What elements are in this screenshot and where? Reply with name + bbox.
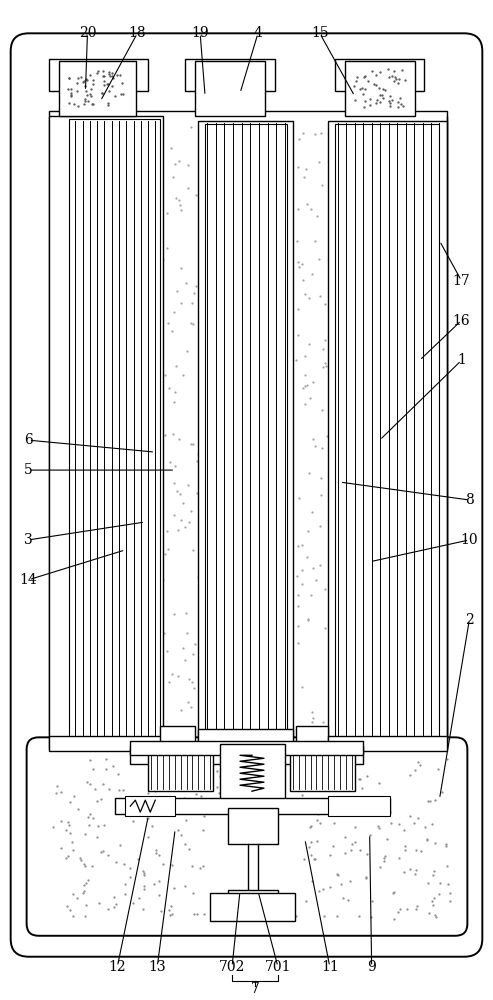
- Bar: [59, 61, 136, 116]
- Text: 6: 6: [24, 433, 33, 447]
- Bar: [228, 890, 278, 904]
- Text: 702: 702: [219, 960, 245, 974]
- Text: 5: 5: [24, 463, 33, 477]
- Text: 18: 18: [129, 26, 146, 40]
- Text: 16: 16: [453, 314, 470, 328]
- Bar: [185, 59, 275, 91]
- Bar: [130, 746, 363, 764]
- Bar: [220, 744, 285, 809]
- Bar: [115, 798, 389, 814]
- Bar: [148, 753, 213, 791]
- Bar: [328, 736, 448, 751]
- Text: 2: 2: [465, 613, 474, 627]
- Text: 3: 3: [24, 533, 33, 547]
- Bar: [328, 121, 448, 744]
- Bar: [205, 124, 287, 742]
- Bar: [296, 726, 328, 744]
- Text: 10: 10: [460, 533, 478, 547]
- Text: 7: 7: [250, 982, 259, 996]
- Bar: [345, 61, 415, 116]
- Text: 12: 12: [108, 960, 126, 974]
- Bar: [66, 67, 125, 109]
- Bar: [125, 796, 175, 816]
- Bar: [48, 111, 448, 749]
- Text: 15: 15: [311, 26, 329, 40]
- Text: 11: 11: [321, 960, 339, 974]
- Bar: [48, 59, 148, 91]
- Text: 19: 19: [191, 26, 209, 40]
- Bar: [290, 753, 354, 791]
- Text: 17: 17: [453, 274, 470, 288]
- Text: 1: 1: [457, 353, 466, 367]
- Bar: [335, 59, 424, 91]
- Bar: [130, 741, 363, 755]
- Bar: [328, 796, 389, 816]
- Bar: [69, 119, 160, 747]
- Bar: [198, 729, 293, 744]
- Text: 20: 20: [79, 26, 96, 40]
- Text: 9: 9: [367, 960, 376, 974]
- Bar: [335, 124, 439, 742]
- Bar: [352, 67, 408, 109]
- Bar: [195, 61, 265, 116]
- Text: 14: 14: [20, 573, 37, 587]
- Text: 13: 13: [148, 960, 166, 974]
- Bar: [160, 726, 195, 744]
- Bar: [48, 116, 163, 749]
- FancyBboxPatch shape: [27, 737, 467, 936]
- Text: 4: 4: [253, 26, 262, 40]
- Bar: [228, 808, 278, 844]
- FancyBboxPatch shape: [11, 33, 482, 957]
- Text: 8: 8: [465, 493, 474, 507]
- Bar: [198, 121, 293, 744]
- Bar: [48, 736, 163, 751]
- Text: 701: 701: [265, 960, 291, 974]
- Bar: [210, 893, 295, 921]
